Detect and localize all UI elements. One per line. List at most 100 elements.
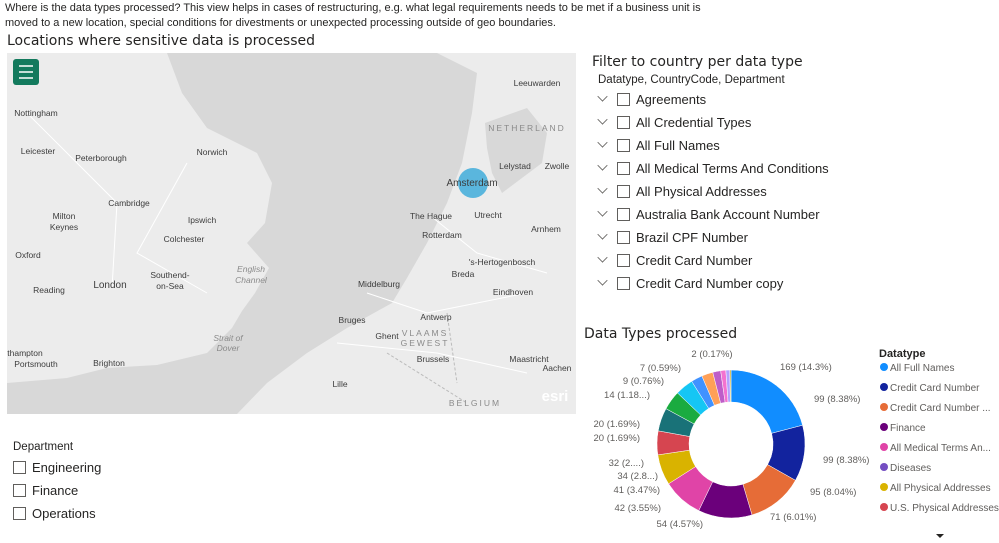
map-label: Zwolle [545, 161, 570, 171]
data-label: 99 (8.38%) [823, 455, 869, 466]
checkbox[interactable] [13, 507, 26, 520]
filter-item[interactable]: Brazil CPF Number [636, 230, 748, 245]
data-label: 42 (3.55%) [615, 503, 661, 514]
map-label: 's-Hertogenbosch [469, 257, 536, 267]
checkbox[interactable] [617, 254, 630, 267]
filter-fields: Datatype, CountryCode, Department [598, 74, 785, 86]
map: Leeuwarden NETHERLAND Nottingham Leicester P… [7, 53, 576, 414]
map-label: BELGIUM [449, 398, 501, 408]
map-label: NETHERLAND [488, 123, 566, 133]
checkbox[interactable] [13, 484, 26, 497]
description: Where is the data types processed? This … [5, 2, 701, 14]
menu-icon [19, 65, 33, 79]
checkbox[interactable] [617, 116, 630, 129]
map-label: Colchester [164, 234, 205, 244]
checkbox[interactable] [617, 93, 630, 106]
legend-label[interactable]: Credit Card Number ... [890, 403, 991, 414]
legend-marker[interactable] [880, 403, 888, 411]
chevron[interactable] [597, 229, 608, 240]
department-item[interactable]: Operations [32, 506, 96, 521]
legend-label[interactable]: All Medical Terms An... [890, 443, 991, 454]
filter-item[interactable]: Agreements [636, 92, 707, 107]
legend-marker[interactable] [880, 483, 888, 491]
donut-chart: Datatype 169 (14.3%) 99 (8.38%) 99 (8.38%)… [594, 348, 999, 538]
legend-title: Datatype [879, 348, 925, 360]
map-label: Norwich [197, 147, 228, 157]
legend-marker[interactable] [880, 363, 888, 371]
filter-item[interactable]: All Credential Types [636, 115, 752, 130]
legend-label[interactable]: Credit Card Number [890, 383, 980, 394]
map-label: Portsmouth [14, 359, 58, 369]
checkbox[interactable] [617, 139, 630, 152]
map-title: Locations where sensitive data is proces… [7, 33, 316, 49]
map-label: Bruges [339, 315, 366, 325]
chevron[interactable] [597, 183, 608, 194]
checkbox[interactable] [617, 185, 630, 198]
legend-label[interactable]: Finance [890, 423, 926, 434]
chevron[interactable] [597, 91, 608, 102]
description: moved to a new location, special conditi… [5, 17, 556, 29]
map-label: Maastricht [509, 354, 549, 364]
data-label: 34 (2.8...) [617, 471, 658, 482]
checkbox[interactable] [617, 277, 630, 290]
checkbox[interactable] [617, 231, 630, 244]
data-label: 14 (1.18...) [604, 390, 650, 401]
map-label: English [237, 264, 265, 274]
filter-item[interactable]: All Physical Addresses [636, 184, 767, 199]
legend-marker[interactable] [880, 503, 888, 511]
map-label: Lille [332, 379, 347, 389]
lake [485, 108, 547, 193]
data-label: 7 (0.59%) [640, 363, 681, 374]
map-label: Southend- [150, 270, 189, 280]
map-label: thampton [7, 348, 43, 358]
legend-scroll[interactable] [936, 534, 944, 538]
filter-title: Filter to country per data type [592, 54, 803, 70]
donut-slice[interactable] [730, 369, 803, 434]
map-label: Rotterdam [422, 230, 462, 240]
checkbox[interactable] [617, 162, 630, 175]
data-label: 2 (0.17%) [691, 349, 732, 360]
map-label: Arnhem [531, 224, 561, 234]
chevron[interactable] [597, 160, 608, 171]
map-label: Brussels [417, 354, 450, 364]
map-label: Keynes [50, 222, 78, 232]
map-label: Utrecht [474, 210, 502, 220]
data-label: 95 (8.04%) [810, 487, 856, 498]
land [7, 53, 272, 383]
filter-item[interactable]: Credit Card Number copy [636, 276, 784, 291]
legend-label[interactable]: All Physical Addresses [890, 483, 991, 494]
filter-item[interactable]: All Medical Terms And Conditions [636, 161, 829, 176]
map-label: Ipswich [188, 215, 217, 225]
data-label: 20 (1.69%) [594, 433, 640, 444]
legend-label[interactable]: All Full Names [890, 363, 954, 374]
location-bubble[interactable] [458, 168, 488, 198]
department-item[interactable]: Finance [32, 483, 79, 498]
legend-marker[interactable] [880, 383, 888, 391]
map-label: Ghent [375, 331, 399, 341]
chevron[interactable] [597, 137, 608, 148]
map-label: Reading [33, 285, 65, 295]
map-label: The Hague [410, 211, 452, 221]
filter-item[interactable]: Australia Bank Account Number [636, 207, 820, 222]
chevron[interactable] [597, 206, 608, 217]
map-label: Leeuwarden [514, 78, 561, 88]
filter-item[interactable]: All Full Names [636, 138, 720, 153]
donut-slice[interactable] [729, 369, 732, 403]
legend-marker[interactable] [880, 423, 888, 431]
map-label: Leicester [21, 146, 56, 156]
chevron[interactable] [597, 114, 608, 125]
legend-label[interactable]: Diseases [890, 463, 931, 474]
chevron[interactable] [597, 252, 608, 263]
legend-marker[interactable] [880, 443, 888, 451]
checkbox[interactable] [13, 461, 26, 474]
filter-item[interactable]: Credit Card Number [636, 253, 753, 268]
department-item[interactable]: Engineering [32, 460, 102, 475]
map-label: Strait of [213, 333, 244, 343]
map-label: Channel [235, 275, 268, 285]
map-label: Amsterdam [446, 178, 497, 189]
checkbox[interactable] [617, 208, 630, 221]
data-label: 54 (4.57%) [657, 519, 703, 530]
legend-marker[interactable] [880, 463, 888, 471]
chevron[interactable] [597, 275, 608, 286]
legend-label[interactable]: U.S. Physical Addresses [890, 503, 999, 514]
